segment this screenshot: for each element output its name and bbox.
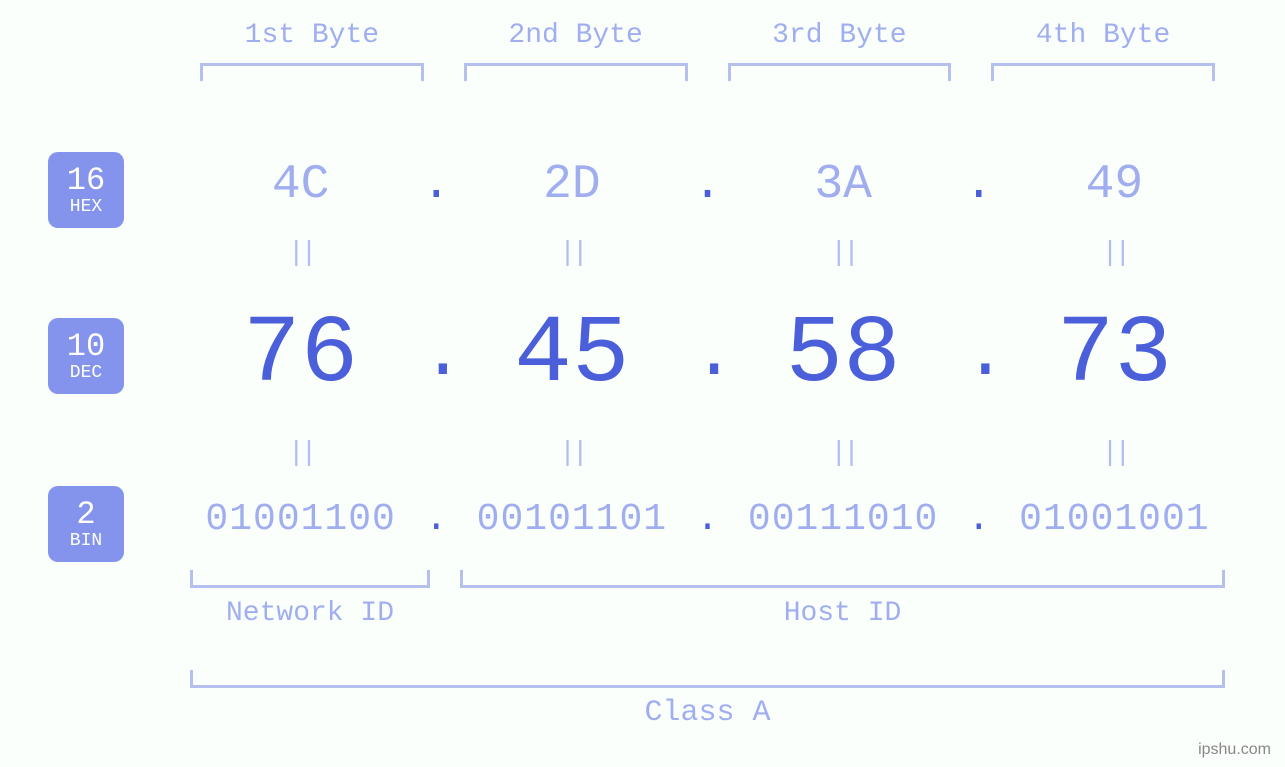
bin-dot-1: . [425, 498, 448, 541]
eq2-2: || [559, 438, 585, 469]
eq1-1: || [288, 238, 314, 269]
byte-label-4: 4th Byte [971, 20, 1235, 51]
hex-3: 3A [814, 158, 872, 212]
badge-hex-txt: HEX [70, 198, 102, 218]
badge-dec: 10 DEC [48, 318, 124, 394]
byte-col-3: 3rd Byte [708, 20, 972, 81]
bracket-top-2 [464, 63, 688, 81]
dec-2: 45 [514, 300, 629, 409]
host-id-group: Host ID [460, 570, 1225, 629]
class-group: Class A [190, 670, 1225, 730]
bin-dot-2: . [696, 498, 719, 541]
badge-dec-num: 10 [67, 329, 105, 364]
row-hex: 4C . 2D . 3A . 49 [180, 158, 1235, 212]
dec-1: 76 [243, 300, 358, 409]
row-eq-hex-dec: || || || || [180, 238, 1235, 269]
hex-dot-2: . [693, 158, 722, 212]
bin-4: 01001001 [1019, 498, 1209, 541]
bottom-brackets: Network ID Host ID [180, 570, 1235, 650]
badge-dec-txt: DEC [70, 364, 102, 384]
network-id-label: Network ID [190, 598, 430, 629]
row-bin: 01001100 . 00101101 . 00111010 . 0100100… [180, 498, 1235, 541]
row-eq-dec-bin: || || || || [180, 438, 1235, 469]
badge-bin-num: 2 [76, 497, 95, 532]
hex-dot-3: . [964, 158, 993, 212]
byte-headers-row: 1st Byte 2nd Byte 3rd Byte 4th Byte [180, 20, 1235, 81]
hex-dot-1: . [422, 158, 451, 212]
bracket-network-id [190, 570, 430, 588]
bin-dot-3: . [967, 498, 990, 541]
class-label: Class A [190, 696, 1225, 730]
badge-hex-num: 16 [67, 163, 105, 198]
bracket-host-id [460, 570, 1225, 588]
byte-col-2: 2nd Byte [444, 20, 708, 81]
bin-3: 00111010 [748, 498, 938, 541]
dec-4: 73 [1057, 300, 1172, 409]
eq1-2: || [559, 238, 585, 269]
hex-1: 4C [272, 158, 330, 212]
row-dec: 76 . 45 . 58 . 73 [180, 300, 1235, 409]
hex-2: 2D [543, 158, 601, 212]
eq2-3: || [830, 438, 856, 469]
bracket-top-1 [200, 63, 424, 81]
host-id-label: Host ID [460, 598, 1225, 629]
eq1-3: || [830, 238, 856, 269]
eq1-4: || [1102, 238, 1128, 269]
bin-1: 01001100 [205, 498, 395, 541]
bin-2: 00101101 [477, 498, 667, 541]
byte-label-2: 2nd Byte [444, 20, 708, 51]
eq2-4: || [1102, 438, 1128, 469]
byte-label-3: 3rd Byte [708, 20, 972, 51]
badge-bin: 2 BIN [48, 486, 124, 562]
bracket-top-4 [991, 63, 1215, 81]
bracket-top-3 [728, 63, 952, 81]
eq2-1: || [288, 438, 314, 469]
dec-3: 58 [786, 300, 901, 409]
byte-label-1: 1st Byte [180, 20, 444, 51]
byte-col-1: 1st Byte [180, 20, 444, 81]
byte-col-4: 4th Byte [971, 20, 1235, 81]
diagram-container: 1st Byte 2nd Byte 3rd Byte 4th Byte 16 H… [0, 0, 1285, 767]
bracket-class [190, 670, 1225, 688]
hex-4: 49 [1086, 158, 1144, 212]
badge-hex: 16 HEX [48, 152, 124, 228]
network-id-group: Network ID [190, 570, 430, 629]
badge-bin-txt: BIN [70, 532, 102, 552]
watermark: ipshu.com [1198, 741, 1271, 759]
